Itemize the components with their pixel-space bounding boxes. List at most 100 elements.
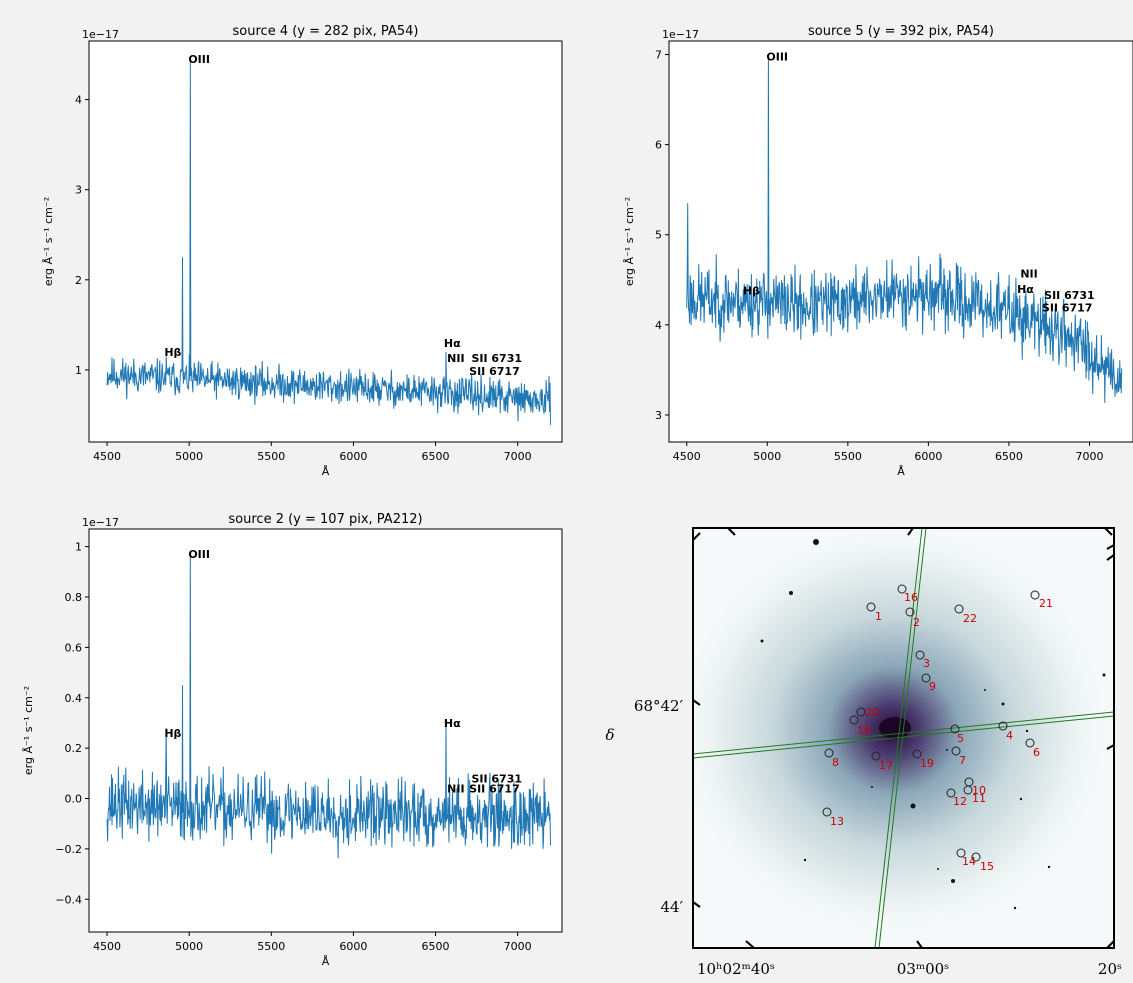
x-tick-label: 7000 bbox=[504, 450, 532, 463]
x-tick-label: 6500 bbox=[422, 940, 450, 953]
sky-tick bbox=[692, 699, 701, 706]
source-marker-7 bbox=[951, 746, 961, 756]
source-marker-11 bbox=[963, 785, 973, 795]
field-star bbox=[951, 879, 955, 883]
field-star bbox=[760, 639, 764, 643]
field-star bbox=[803, 858, 807, 862]
source-marker-13 bbox=[822, 807, 832, 817]
source-label-2: 2 bbox=[913, 616, 920, 629]
line-annotation: Hα bbox=[444, 337, 461, 350]
y-tick-label: 6 bbox=[655, 139, 662, 152]
source-marker-21 bbox=[1030, 590, 1040, 600]
field-star bbox=[946, 749, 948, 751]
source-label-3: 3 bbox=[923, 657, 930, 670]
x-tick-label: 6500 bbox=[995, 450, 1023, 463]
line-annotation: SII 6731 bbox=[1044, 289, 1095, 302]
y-tick-label: 0.8 bbox=[65, 591, 83, 604]
sky-map-frame bbox=[692, 527, 1115, 949]
y-tick-label: 7 bbox=[655, 49, 662, 62]
axis-offset-text: 1e−17 bbox=[82, 28, 119, 41]
sky-tick bbox=[745, 940, 755, 949]
chart-title: source 2 (y = 107 pix, PA212) bbox=[228, 512, 422, 527]
y-tick-label: 5 bbox=[655, 229, 662, 242]
source-label-18: 18 bbox=[857, 724, 871, 737]
x-tick-label: 6500 bbox=[422, 450, 450, 463]
y-tick-label: 0.4 bbox=[65, 692, 83, 705]
field-star bbox=[1001, 702, 1005, 706]
x-tick-label: 4500 bbox=[93, 450, 121, 463]
x-tick-label: 6000 bbox=[339, 450, 367, 463]
y-tick-label: −0.2 bbox=[55, 843, 82, 856]
field-star bbox=[1047, 865, 1051, 869]
y-tick-label: 4 bbox=[655, 319, 662, 332]
source-marker-9 bbox=[921, 673, 931, 683]
plot-area bbox=[669, 41, 1133, 442]
source-label-1: 1 bbox=[875, 610, 882, 623]
field-star bbox=[813, 539, 819, 545]
source-label-7: 7 bbox=[959, 754, 966, 767]
x-axis-label: Å bbox=[322, 955, 330, 968]
source-marker-20 bbox=[856, 707, 866, 717]
y-tick-label: 1 bbox=[75, 364, 82, 377]
source-marker-22 bbox=[954, 604, 964, 614]
galaxy-core bbox=[879, 717, 911, 739]
y-tick-label: 0.0 bbox=[65, 793, 83, 806]
source-label-22: 22 bbox=[963, 612, 977, 625]
field-star bbox=[1013, 906, 1017, 910]
ra-tick-label-1: 10ʰ02ᵐ40ˢ bbox=[697, 960, 775, 978]
y-tick-label: 3 bbox=[655, 409, 662, 422]
source-marker-5 bbox=[950, 724, 960, 734]
axis-offset-text: 1e−17 bbox=[662, 28, 699, 41]
source-marker-12 bbox=[946, 788, 956, 798]
sky-tick bbox=[916, 940, 923, 949]
x-tick-label: 5500 bbox=[257, 940, 285, 953]
source-label-6: 6 bbox=[1033, 746, 1040, 759]
line-annotation: SII 6717 bbox=[469, 782, 520, 795]
plot-area bbox=[89, 529, 562, 932]
source-marker-17 bbox=[871, 751, 881, 761]
source-marker-16 bbox=[897, 584, 907, 594]
spectrum-panel-source-2: 4500 5000 5500 6000 6500 7000 −0.4 −0.2 0.0 0.2 0.… bbox=[22, 512, 563, 968]
x-tick-label: 5000 bbox=[175, 940, 203, 953]
y-tick-label: 3 bbox=[75, 184, 82, 197]
x-tick-label: 6000 bbox=[339, 940, 367, 953]
field-star bbox=[789, 591, 793, 595]
source-label-11: 11 bbox=[972, 792, 986, 805]
sky-tick bbox=[727, 527, 736, 536]
source-marker-18 bbox=[849, 715, 859, 725]
axes-frame bbox=[88, 528, 563, 933]
source-label-17: 17 bbox=[879, 759, 893, 772]
source-label-21: 21 bbox=[1039, 597, 1053, 610]
spectrum-line bbox=[686, 54, 1123, 404]
x-tick-label: 5500 bbox=[257, 450, 285, 463]
source-label-10: 10 bbox=[972, 784, 986, 797]
source-label-9: 9 bbox=[929, 680, 936, 693]
source-label-12: 12 bbox=[953, 795, 967, 808]
line-annotation: NII bbox=[447, 782, 464, 795]
source-label-4: 4 bbox=[1006, 729, 1013, 742]
line-annotation: SII 6731 bbox=[471, 352, 522, 365]
spectrum-line bbox=[106, 551, 551, 859]
y-tick-label: 4 bbox=[75, 94, 82, 107]
sky-tick bbox=[907, 527, 914, 536]
chart-title: source 5 (y = 392 pix, PA54) bbox=[808, 24, 994, 39]
sky-tick bbox=[692, 532, 701, 541]
source-marker-6 bbox=[1025, 738, 1035, 748]
source-label-16: 16 bbox=[904, 591, 918, 604]
line-annotation: Hα bbox=[444, 717, 461, 730]
sky-map-ticks bbox=[692, 527, 1115, 949]
y-axis-label: erg Å⁻¹ s⁻¹ cm⁻² bbox=[42, 197, 55, 286]
x-tick-label: 5000 bbox=[175, 450, 203, 463]
x-axis-label: Å bbox=[897, 465, 905, 478]
line-annotation: OIII bbox=[766, 50, 788, 63]
field-star bbox=[910, 803, 916, 809]
field-star bbox=[1102, 673, 1106, 677]
source-label-20: 20 bbox=[865, 706, 879, 719]
source-label-5: 5 bbox=[957, 732, 964, 745]
source-label-13: 13 bbox=[830, 815, 844, 828]
x-tick-label: 7000 bbox=[1076, 450, 1104, 463]
x-tick-label: 5000 bbox=[753, 450, 781, 463]
source-marker-1 bbox=[866, 602, 876, 612]
source-label-8: 8 bbox=[832, 756, 839, 769]
